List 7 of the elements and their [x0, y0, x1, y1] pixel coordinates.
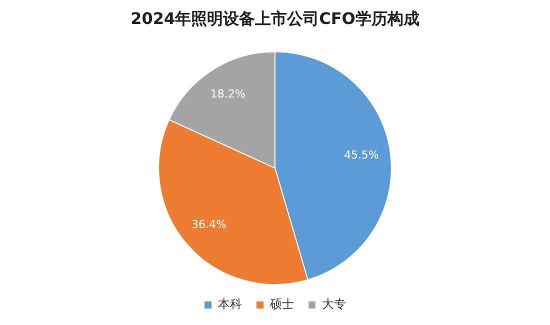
data-label: 45.5% [344, 148, 379, 162]
legend-label: 大专 [322, 297, 346, 312]
data-label: 18.2% [210, 88, 246, 101]
legend-label: 本科 [218, 297, 242, 312]
legend-label: 硕士 [269, 297, 294, 312]
data-label: 36.4% [192, 218, 226, 232]
chart-title: 2024年照明设备上市公司CFO学历构成 [130, 8, 420, 28]
